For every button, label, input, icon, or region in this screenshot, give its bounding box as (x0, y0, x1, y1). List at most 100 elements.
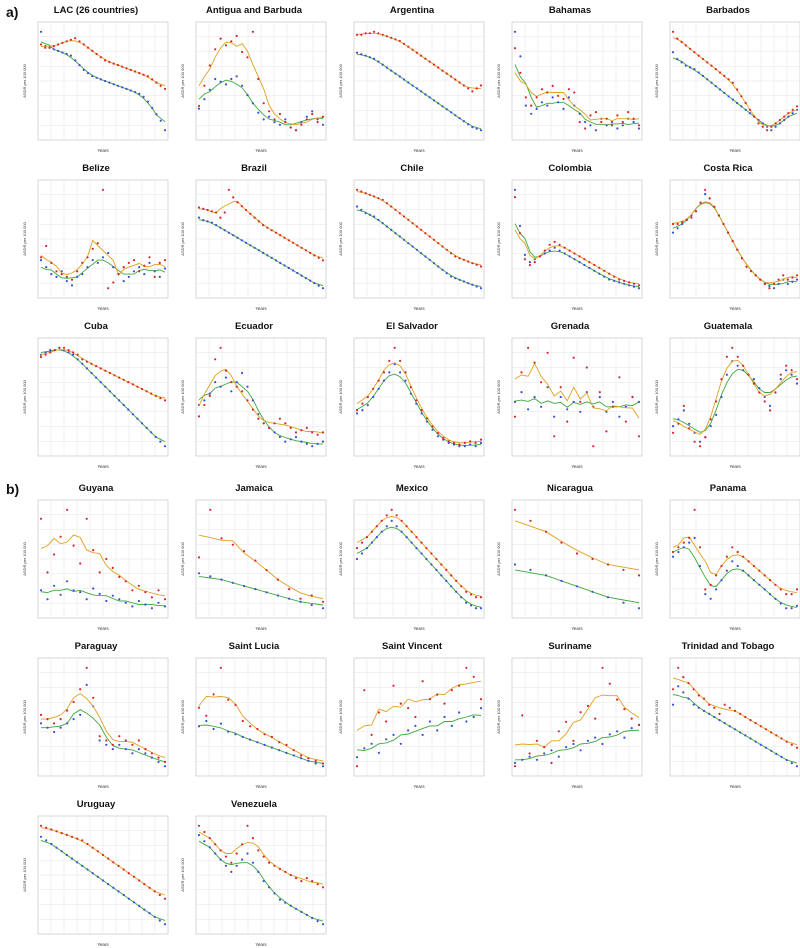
data-point (76, 353, 79, 356)
data-point (311, 445, 314, 448)
data-point (148, 912, 151, 915)
data-point (399, 371, 402, 374)
data-point (86, 46, 90, 49)
data-point (91, 75, 94, 78)
data-point (708, 197, 711, 200)
data-point (215, 211, 218, 214)
data-point (709, 583, 712, 586)
data-point (740, 105, 743, 108)
data-point (540, 88, 544, 91)
data-point (392, 684, 395, 687)
data-point (787, 112, 790, 115)
data-point (415, 87, 418, 90)
data-point (206, 208, 209, 212)
data-point (538, 255, 541, 258)
data-point (795, 604, 799, 607)
data-point (46, 571, 49, 574)
data-point (144, 591, 147, 594)
data-point (96, 850, 99, 853)
data-point (725, 355, 728, 358)
data-point (692, 688, 695, 691)
data-point (385, 225, 388, 228)
data-point (52, 45, 55, 48)
data-point (231, 581, 234, 584)
data-point (377, 197, 380, 200)
data-point (723, 703, 726, 706)
data-point (112, 62, 115, 65)
x-axis-label: Years (571, 306, 583, 311)
data-point (778, 122, 781, 125)
chart-4: Barbados Years ASDR per 100 000 (652, 4, 800, 154)
data-point (475, 87, 478, 90)
data-point (124, 739, 127, 742)
data-point (48, 46, 51, 49)
data-point (688, 536, 691, 539)
data-point (85, 367, 88, 370)
data-point (736, 550, 739, 554)
data-point (430, 552, 433, 555)
chart-title: Antigua and Barbuda (205, 5, 303, 16)
data-point (437, 265, 440, 268)
data-point (316, 433, 319, 436)
data-point (677, 685, 680, 688)
data-point (540, 381, 543, 384)
data-point (151, 78, 154, 81)
data-point (309, 279, 312, 282)
data-point (551, 84, 554, 87)
data-point (224, 864, 228, 867)
data-point (622, 568, 625, 571)
data-point (55, 846, 58, 849)
data-point (744, 101, 747, 105)
data-point (197, 824, 201, 827)
data-point (752, 579, 755, 582)
data-point (95, 376, 98, 379)
data-point (553, 240, 556, 243)
data-point (611, 400, 614, 403)
data-point (292, 269, 295, 272)
data-point (682, 676, 685, 679)
data-point (390, 508, 393, 511)
data-point (118, 399, 121, 402)
data-point (562, 97, 565, 101)
data-point (219, 216, 222, 219)
data-point (706, 78, 709, 81)
data-point (529, 519, 532, 522)
data-point (163, 267, 167, 270)
data-point (598, 272, 601, 275)
data-point (143, 273, 146, 276)
data-point (86, 72, 90, 75)
data-point (398, 75, 401, 78)
data-point (321, 123, 325, 126)
data-point (108, 81, 111, 84)
data-point (373, 30, 376, 33)
data-point (360, 208, 363, 211)
chart-title: Suriname (548, 641, 592, 652)
data-point (713, 706, 716, 709)
data-point (317, 284, 320, 287)
data-point (224, 369, 228, 372)
data-point (394, 232, 397, 235)
data-point (414, 724, 417, 727)
data-point (305, 115, 308, 118)
data-point (763, 282, 766, 285)
data-point (533, 395, 536, 399)
data-point (163, 897, 167, 900)
data-point (377, 32, 380, 35)
data-point (288, 588, 291, 591)
chart-10: Cuba Years ASDR per 100 000 (20, 320, 172, 470)
data-point (400, 530, 403, 533)
data-point (70, 857, 74, 860)
data-point (787, 115, 790, 118)
data-point (99, 56, 102, 59)
data-point (720, 378, 723, 381)
data-point (790, 369, 793, 372)
data-point (244, 241, 248, 244)
data-point (124, 748, 127, 751)
data-point (61, 51, 64, 54)
data-point (445, 272, 448, 275)
data-point (124, 601, 127, 604)
data-point (558, 243, 561, 246)
data-point (754, 722, 757, 725)
